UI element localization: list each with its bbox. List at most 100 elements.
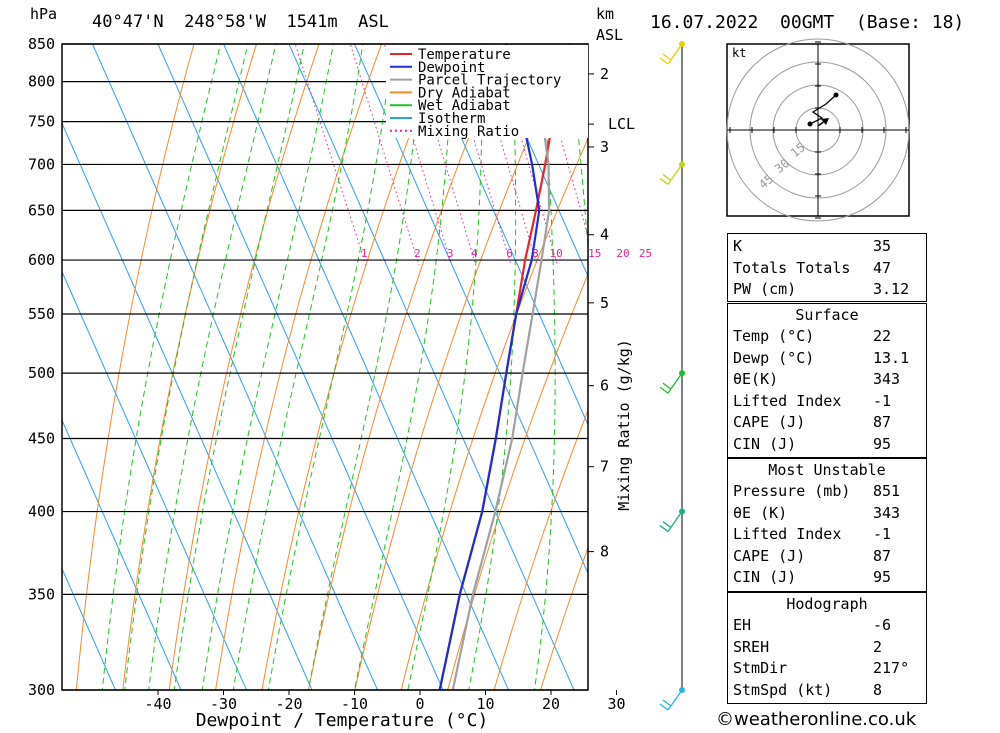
wind-barb-shaft — [667, 511, 683, 532]
surface-label: CAPE (J) — [733, 413, 806, 431]
temperature-tick-label: -10 — [341, 695, 368, 713]
legend-entry: Dry Adiabat — [418, 85, 511, 101]
isotherm-line — [91, 44, 379, 690]
indices-row: K 35 — [728, 236, 926, 258]
height-unit-km: km — [596, 5, 615, 23]
temperature-tick-label: 20 — [542, 695, 560, 713]
pressure-label: 600 — [28, 251, 55, 269]
wind-barb — [659, 511, 683, 533]
hodograph-table-value: 8 — [873, 680, 883, 699]
legend-entry: Isotherm — [418, 111, 485, 127]
surface-row: CAPE (J) 87 — [728, 412, 926, 434]
surface-row: θE(K) 343 — [728, 369, 926, 391]
hodograph-table-row: EH -6 — [728, 615, 926, 637]
most-unstable-row: CAPE (J) 87 — [728, 546, 926, 568]
isotherm-line — [157, 44, 444, 690]
most-unstable-label: CAPE (J) — [733, 546, 806, 565]
hodograph-table-row: StmSpd (kt) 8 — [728, 680, 926, 702]
temperature-tick-label: 10 — [476, 695, 494, 713]
surface-value: 22 — [873, 327, 892, 345]
wind-barb — [659, 689, 683, 711]
legend-entry: Dewpoint — [418, 60, 485, 76]
indices-label: PW (cm) — [733, 280, 797, 298]
pressure-unit-label: hPa — [30, 5, 58, 23]
pressure-label: 550 — [28, 305, 55, 323]
hodograph-table-row: SREH 2 — [728, 637, 926, 659]
isotherm-line — [222, 44, 510, 690]
hodograph-trace — [809, 94, 837, 125]
wind-barb-flag — [662, 521, 672, 529]
surface-row: Temp (°C) 22 — [728, 326, 926, 348]
dry-adiabat-line — [400, 137, 588, 690]
wind-barb-flag — [659, 386, 669, 394]
pressure-label: 450 — [28, 429, 55, 447]
indices-value: 3.12 — [873, 280, 910, 298]
wind-barb-flag — [659, 57, 669, 65]
hodograph-unit: kt — [732, 46, 746, 60]
hodograph-table-label: StmSpd (kt) — [733, 680, 833, 699]
storm-motion-arrowhead — [821, 118, 829, 125]
most-unstable-value: 343 — [873, 503, 901, 522]
isotherm-line — [419, 44, 588, 427]
pressure-label: 500 — [28, 364, 55, 382]
wind-barb-shaft — [667, 372, 683, 394]
wet-adiabat-line — [148, 44, 277, 690]
dry-adiabat-line — [948, 37, 1000, 711]
temperature-tick-label: 0 — [415, 695, 424, 713]
most-unstable-value: 95 — [873, 568, 892, 586]
mixing-ratio-axis-label: Mixing Ratio (g/kg) — [615, 339, 633, 511]
height-tick-label: 6 — [600, 377, 609, 395]
mixing-ratio-line — [383, 44, 453, 266]
hodograph-table: Hodograph EH -6 SREH 2 StmDir 217° StmSpd (… — [727, 592, 927, 704]
mixing-ratio-line — [408, 44, 477, 266]
mixing-ratio-line — [294, 44, 367, 266]
mixing-ratio-line — [472, 44, 538, 266]
pressure-label: 400 — [28, 503, 55, 521]
isotherm-line — [484, 44, 588, 278]
wet-adiabat-line — [624, 30, 711, 701]
copyright-credit[interactable]: ©weatheronline.co.uk — [716, 709, 917, 730]
wet-adiabat-line — [124, 44, 249, 690]
wind-barb — [659, 43, 683, 65]
legend-box — [386, 45, 588, 138]
hodograph-table-label: EH — [733, 616, 752, 634]
dry-adiabat-line — [75, 44, 195, 690]
legend-entry: Parcel Trajectory — [418, 73, 561, 89]
wet-adiabat-line — [201, 44, 334, 690]
wet-adiabat-line — [232, 44, 364, 690]
most-unstable-value: -1 — [873, 525, 892, 543]
indices-value: 35 — [873, 237, 892, 255]
most-unstable-title: Most Unstable — [768, 461, 886, 479]
most-unstable-label: CIN (J) — [733, 568, 797, 586]
surface-title: Surface — [795, 306, 859, 324]
mixing-ratio-line — [445, 44, 512, 266]
wind-barb — [659, 164, 683, 185]
pressure-label: 800 — [28, 73, 55, 91]
most-unstable-label: Pressure (mb) — [733, 482, 851, 500]
hodograph-point — [833, 92, 839, 98]
mixing-ratio-line — [349, 44, 420, 266]
mixing-ratio-value: 3 — [447, 247, 454, 260]
wind-profile — [659, 41, 685, 711]
temperature-tick-label: 30 — [607, 695, 625, 713]
dry-adiabat-line — [168, 44, 320, 690]
indices-value: 47 — [873, 258, 892, 277]
mixing-ratio-value: 25 — [639, 247, 652, 260]
legend-entry: Mixing Ratio — [418, 124, 519, 140]
surface-row: CIN (J) 95 — [728, 434, 926, 456]
mixing-ratio-value: 8 — [532, 247, 539, 260]
height-tick-label: 4 — [600, 226, 609, 244]
surface-label: CIN (J) — [733, 434, 797, 453]
dry-adiabat-line — [994, 37, 1000, 711]
most-unstable-label: θE (K) — [733, 503, 788, 522]
wind-barb-shaft — [667, 43, 683, 65]
surface-label: Temp (°C) — [733, 327, 815, 345]
legend-entry: Wet Adiabat — [418, 98, 511, 114]
mixing-ratio-value: 10 — [549, 247, 562, 260]
plot-frame — [61, 43, 589, 691]
mixing-ratio-value: 2 — [414, 247, 421, 260]
surface-value: 343 — [873, 370, 901, 388]
mixing-ratio-value: 1 — [361, 247, 368, 260]
pressure-label: 650 — [28, 201, 55, 219]
